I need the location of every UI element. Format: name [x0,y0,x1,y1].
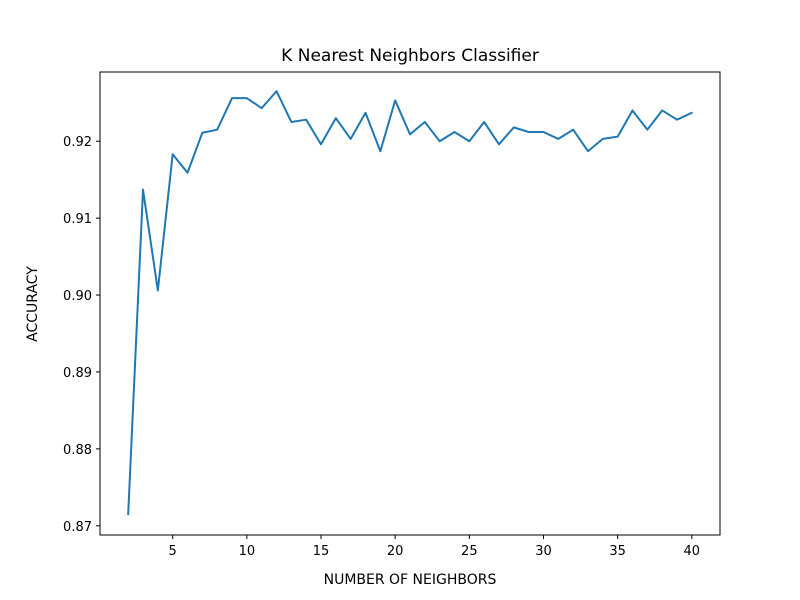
x-tick-label: 15 [313,544,330,559]
x-tick-label: 25 [461,544,478,559]
data-point [468,140,470,142]
data-point [172,153,174,155]
x-tick-label: 5 [169,544,177,559]
data-point [528,131,530,133]
x-tick-label: 40 [684,544,701,559]
data-layer [127,90,693,516]
data-point [276,90,278,92]
data-point [157,289,159,291]
ticks-layer: 5 10 15 20 25 30 35 40 0.87 0.88 0.89 0.90 0.91 0.92 [63,135,700,559]
data-point [602,138,604,140]
y-tick-label: 0.87 [63,520,92,535]
y-tick-label: 0.92 [63,135,92,150]
x-tick-label: 20 [387,544,404,559]
x-tick-label: 30 [535,544,552,559]
data-point [261,107,263,109]
plot-frame [99,71,721,536]
x-tick-label: 35 [609,544,626,559]
data-point [617,136,619,138]
data-point [646,129,648,131]
data-point [483,121,485,123]
data-point [350,138,352,140]
y-tick-label: 0.89 [63,366,92,381]
data-point [661,109,663,111]
data-point [394,99,396,101]
y-tick-label: 0.90 [63,289,92,304]
y-tick-label: 0.91 [63,212,92,227]
data-point [142,189,144,191]
data-point [676,119,678,121]
data-point [379,150,381,152]
chart-title: K Nearest Neighbors Classifier [281,46,539,66]
data-point [424,121,426,123]
data-point [454,131,456,133]
data-point [216,129,218,131]
data-point [201,132,203,134]
series-line [127,90,693,516]
data-point [365,112,367,114]
data-point [513,126,515,128]
x-axis-label: NUMBER OF NEIGHBORS [324,572,497,588]
data-point [246,97,248,99]
y-axis-label: ACCURACY [25,266,41,342]
data-point [587,150,589,152]
data-point [542,131,544,133]
data-point [572,129,574,131]
data-point [691,112,693,114]
data-point [305,119,307,121]
data-point [631,109,633,111]
data-point [290,121,292,123]
data-point [409,133,411,135]
data-point [127,513,129,515]
data-point [231,97,233,99]
x-tick-label: 10 [239,544,256,559]
data-point [320,143,322,145]
y-tick-label: 0.88 [63,443,92,458]
data-point [439,140,441,142]
data-point [335,117,337,119]
data-point [187,172,189,174]
data-point [557,138,559,140]
data-point [498,143,500,145]
